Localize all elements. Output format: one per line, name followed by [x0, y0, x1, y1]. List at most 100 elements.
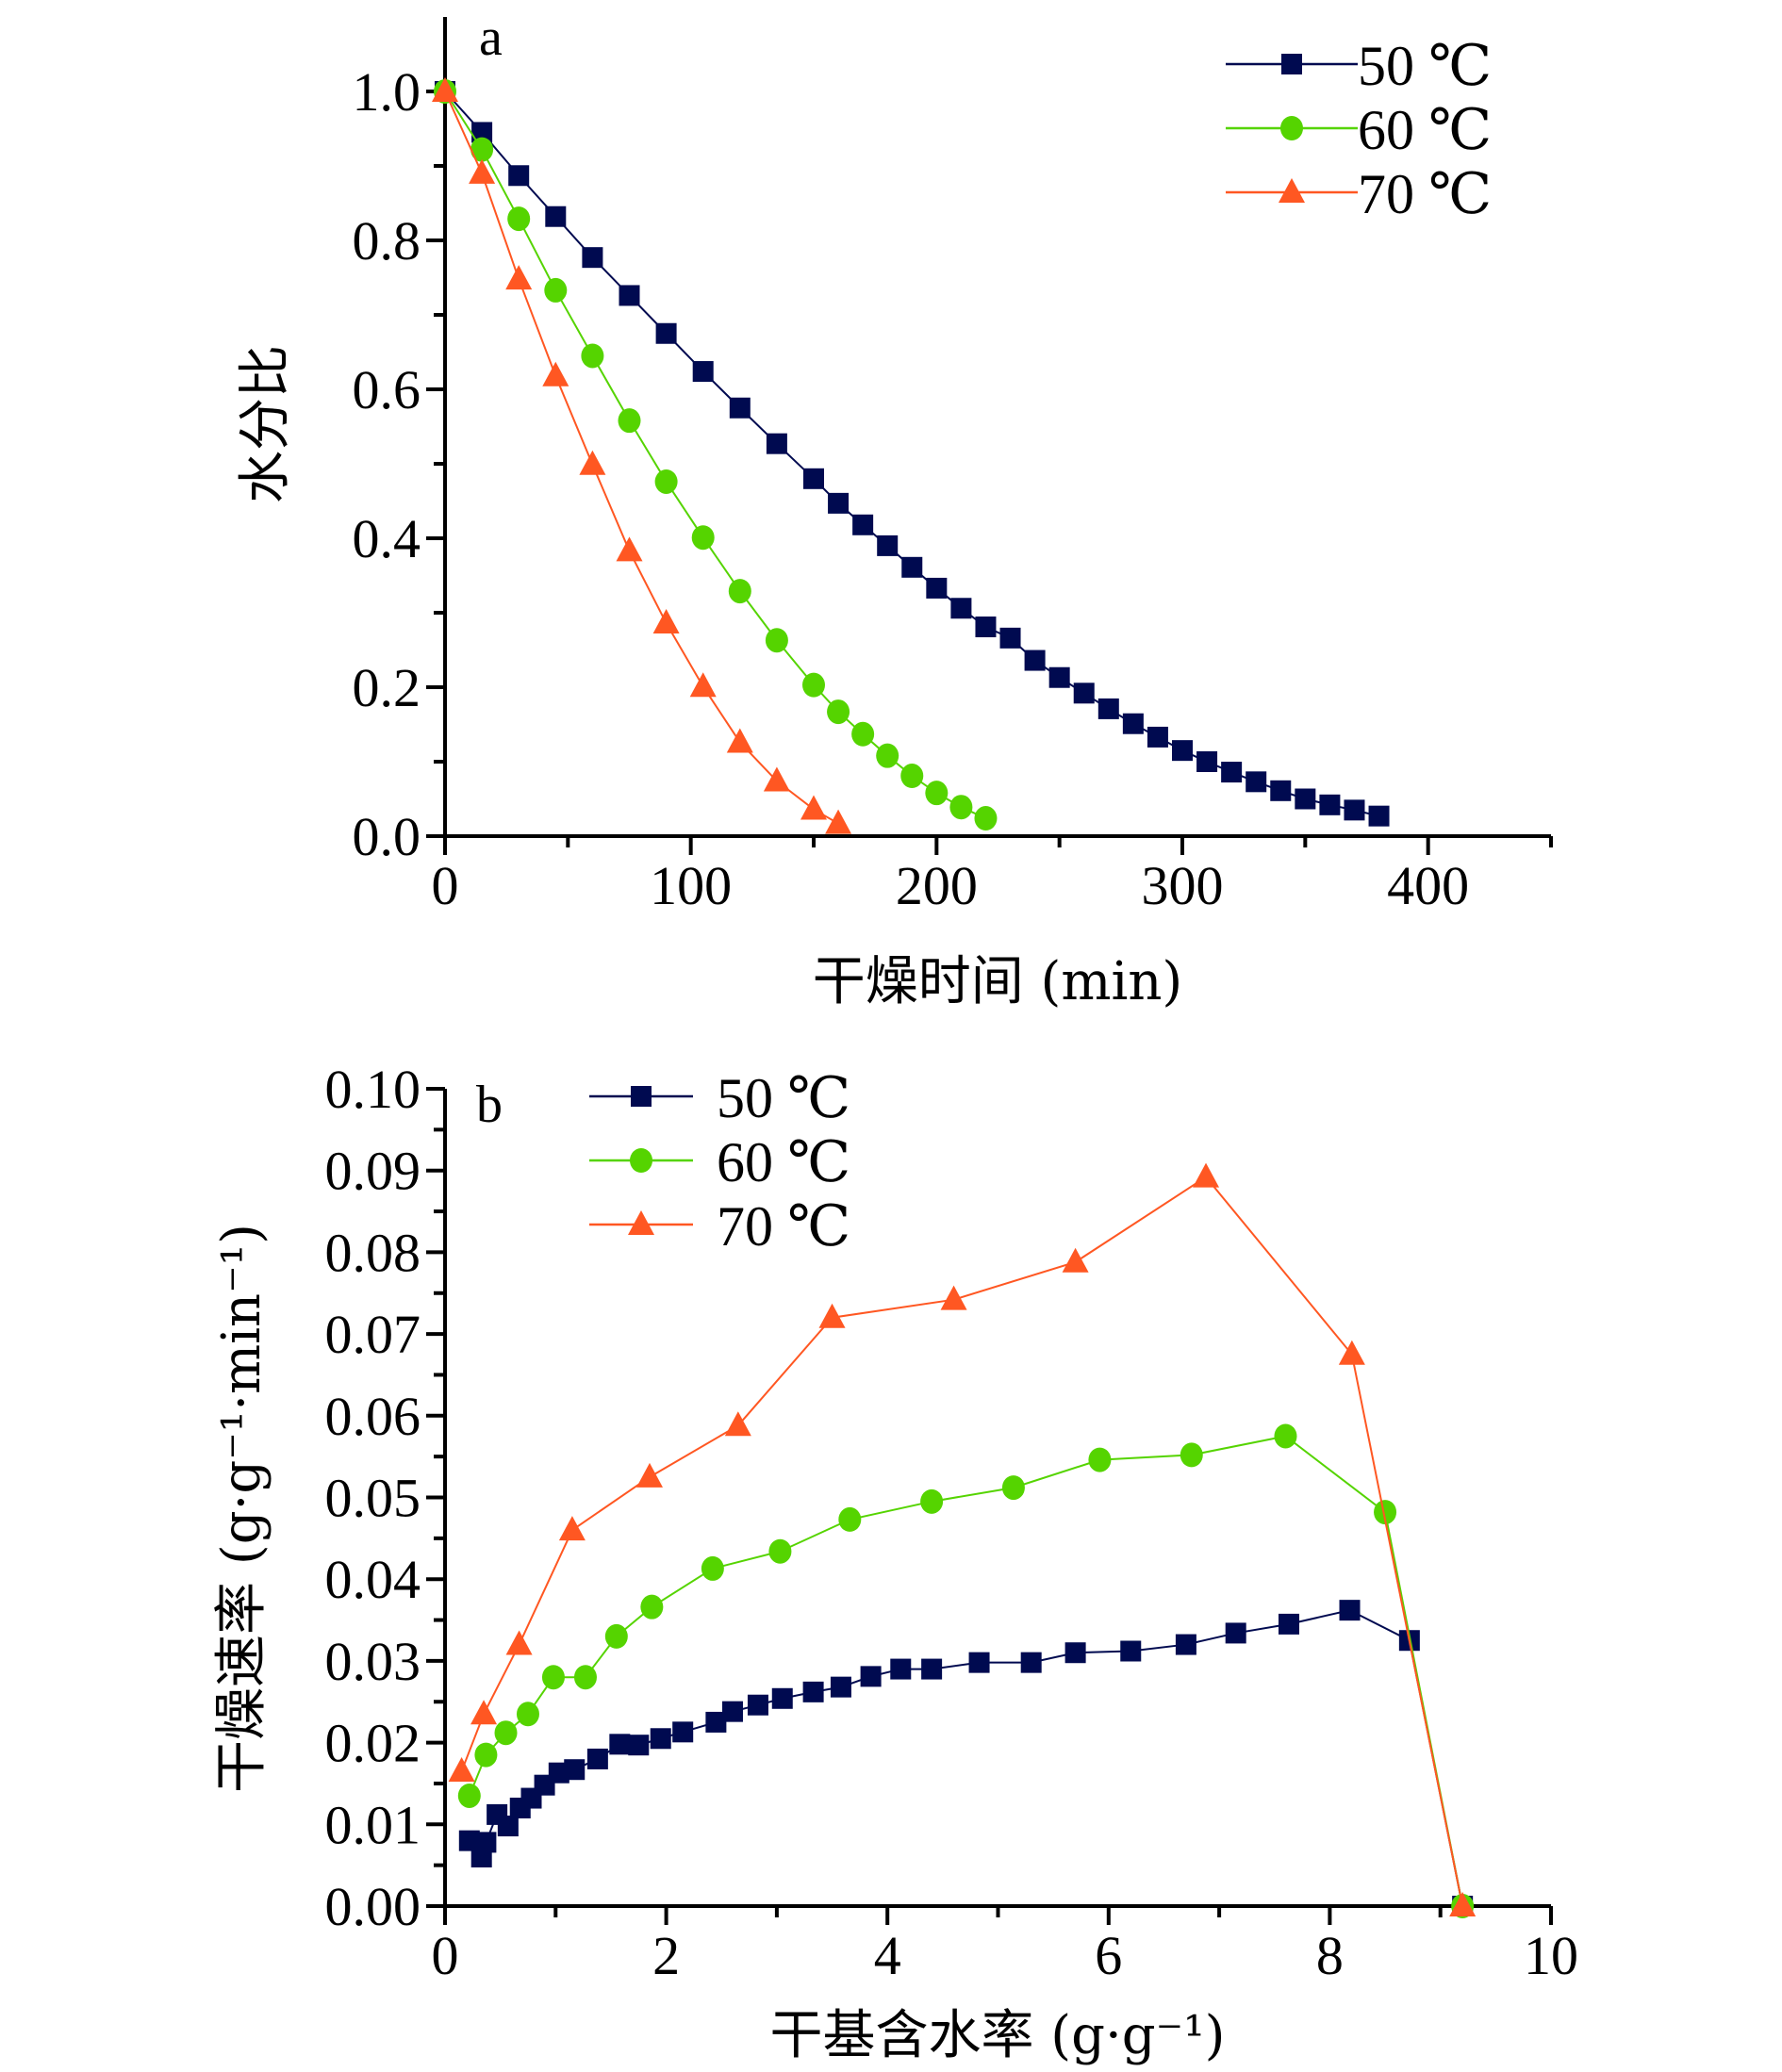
chart-b-y-tick-label: 0.03	[325, 1631, 421, 1692]
chart-a-series-line-0	[444, 90, 1379, 817]
chart-b-series-0-point	[650, 1728, 671, 1750]
chart-b: 0 2 4 6 8 10 0.00 0.01 0.02 0.03 0.04 0.05 0.06 0.07 0…	[211, 1059, 1578, 2066]
chart-b-series-1-point	[516, 1702, 539, 1727]
chart-a-series-0-point	[901, 556, 923, 578]
chart-b-series-0-point	[1339, 1600, 1361, 1621]
chart-a: 0 100 200 300 400 0.0 0.2 0.4 0.6 0.8 1.0 a 干燥时间 (…	[235, 8, 1553, 1012]
chart-b-x-tick-label: 2	[652, 1925, 680, 1986]
chart-b-series-0-point	[497, 1816, 519, 1837]
chart-b-series-1-point	[701, 1555, 724, 1581]
chart-a-series-0-point	[1246, 771, 1267, 793]
chart-b-series-0-point	[705, 1711, 727, 1733]
chart-b-series-0-point	[1120, 1640, 1142, 1662]
chart-a-x-tick-label: 0	[432, 855, 459, 916]
chart-a-series-1-point	[654, 469, 678, 494]
chart-a-plot-area: 0 100 200 300 400 0.0 0.2 0.4 0.6 0.8 1.0	[353, 17, 1553, 916]
chart-b-series-2-point	[1338, 1340, 1365, 1365]
chart-a-series-0-point	[1097, 698, 1119, 719]
chart-b-series-0-point	[672, 1721, 694, 1743]
chart-b-series-1-point	[1001, 1475, 1025, 1501]
chart-b-series-1-point	[494, 1720, 518, 1746]
chart-b-y-tick-label: 0.05	[325, 1468, 421, 1529]
chart-a-series-1-point	[949, 795, 973, 820]
chart-a-series-0-point	[1221, 762, 1243, 783]
chart-a-series-2-point	[726, 728, 753, 753]
chart-b-series-1-point	[1088, 1447, 1112, 1472]
chart-b-y-tick-label: 0.08	[325, 1222, 421, 1283]
chart-a-series-1-point	[974, 806, 998, 831]
chart-b-legend: 50 ℃60 ℃70 ℃	[589, 1067, 850, 1258]
chart-b-series-2-point	[818, 1303, 846, 1328]
chart-a-x-axis-title: 干燥时间 (min)	[813, 951, 1183, 1012]
chart-b-series-1-point	[838, 1506, 862, 1532]
chart-a-series-2-point	[825, 809, 852, 834]
chart-b-series-0-point	[1278, 1613, 1299, 1635]
chart-b-series-0-point	[830, 1676, 851, 1698]
chart-a-series-0-point	[803, 468, 824, 489]
chart-b-y-tick-label: 0.02	[325, 1713, 421, 1774]
chart-b-x-tick-label: 10	[1524, 1925, 1578, 1986]
chart-b-series-1-point	[541, 1665, 565, 1690]
chart-b-legend-item: 60 ℃	[589, 1131, 850, 1193]
chart-b-series-0-point	[475, 1832, 497, 1853]
chart-a-legend-marker	[1279, 178, 1305, 203]
chart-a-series-0-point	[975, 617, 997, 638]
chart-a-series-0-point	[999, 627, 1021, 649]
chart-b-series-0-point	[771, 1687, 793, 1709]
chart-a-legend-label: 60 ℃	[1358, 99, 1492, 161]
chart-a-series-1-point	[876, 743, 899, 768]
chart-a-panel-label: a	[479, 8, 503, 67]
chart-b-legend-label: 50 ℃	[717, 1067, 850, 1129]
chart-a-series-0-point	[582, 247, 603, 269]
chart-b-series-2-point	[1449, 1892, 1477, 1916]
chart-b-series-2-point	[724, 1411, 751, 1437]
chart-a-series-line-1	[444, 90, 986, 819]
chart-b-series-0-point	[890, 1658, 912, 1680]
chart-b-series-2-point	[448, 1756, 475, 1782]
chart-b-series-0-point	[628, 1735, 650, 1756]
chart-a-y-tick-label: 0.0	[353, 806, 421, 867]
chart-a-series-1-point	[827, 699, 850, 725]
chart-a-series-0-point	[1172, 740, 1193, 762]
chart-b-x-tick-label: 0	[432, 1925, 459, 1986]
chart-b-series-line-1	[468, 1435, 1464, 1907]
chart-b-legend-item: 50 ℃	[589, 1067, 850, 1129]
chart-b-legend-marker	[630, 1148, 652, 1173]
chart-a-series-1-point	[691, 525, 715, 551]
chart-a-series-0-point	[950, 598, 972, 619]
chart-a-series-0-point	[508, 165, 530, 187]
chart-a-series-0-point	[1122, 713, 1144, 734]
chart-b-series-2-point	[940, 1285, 967, 1310]
chart-b-series-1-point	[1374, 1500, 1397, 1525]
chart-a-series-0-point	[729, 397, 751, 419]
chart-a-series-0-point	[1295, 788, 1316, 810]
chart-a-series-1-point	[765, 628, 788, 653]
chart-b-x-tick-label: 6	[1095, 1925, 1122, 1986]
chart-b-series-line-2	[460, 1176, 1464, 1907]
chart-a-series-0-point	[1270, 780, 1292, 801]
chart-b-y-tick-label: 0.01	[325, 1794, 421, 1855]
chart-b-panel-label: b	[476, 1076, 503, 1134]
chart-a-legend-item: 60 ℃	[1226, 99, 1492, 161]
chart-b-y-tick-label: 0.09	[325, 1141, 421, 1202]
chart-a-y-tick-label: 0.4	[353, 508, 421, 569]
chart-b-series-0-point	[458, 1830, 480, 1851]
chart-b-series-0-point	[747, 1694, 768, 1716]
chart-a-x-tick-label: 300	[1142, 855, 1224, 916]
chart-b-series-1-point	[1180, 1442, 1203, 1468]
chart-a-series-0-point	[1073, 682, 1095, 704]
chart-b-y-tick-label: 0.04	[325, 1549, 421, 1610]
chart-a-x-tick-label: 100	[650, 855, 732, 916]
chart-b-x-tick-label: 8	[1316, 1925, 1344, 1986]
chart-b-series-0-point	[609, 1734, 631, 1755]
chart-b-y-tick-label: 0.06	[325, 1386, 421, 1447]
chart-b-series-0-point	[968, 1652, 990, 1673]
chart-b-legend-label: 60 ℃	[717, 1131, 850, 1193]
chart-a-series-0-point	[852, 514, 874, 535]
chart-b-series-1-point	[457, 1783, 481, 1808]
chart-b-series-0-point	[721, 1701, 743, 1722]
chart-a-series-0-point	[766, 433, 787, 454]
chart-b-legend-item: 70 ℃	[589, 1195, 850, 1258]
chart-b-plot-area: 0 2 4 6 8 10 0.00 0.01 0.02 0.03 0.04 0.05 0.06 0.07 0…	[325, 1059, 1579, 1986]
chart-a-series-0-point	[471, 122, 493, 143]
